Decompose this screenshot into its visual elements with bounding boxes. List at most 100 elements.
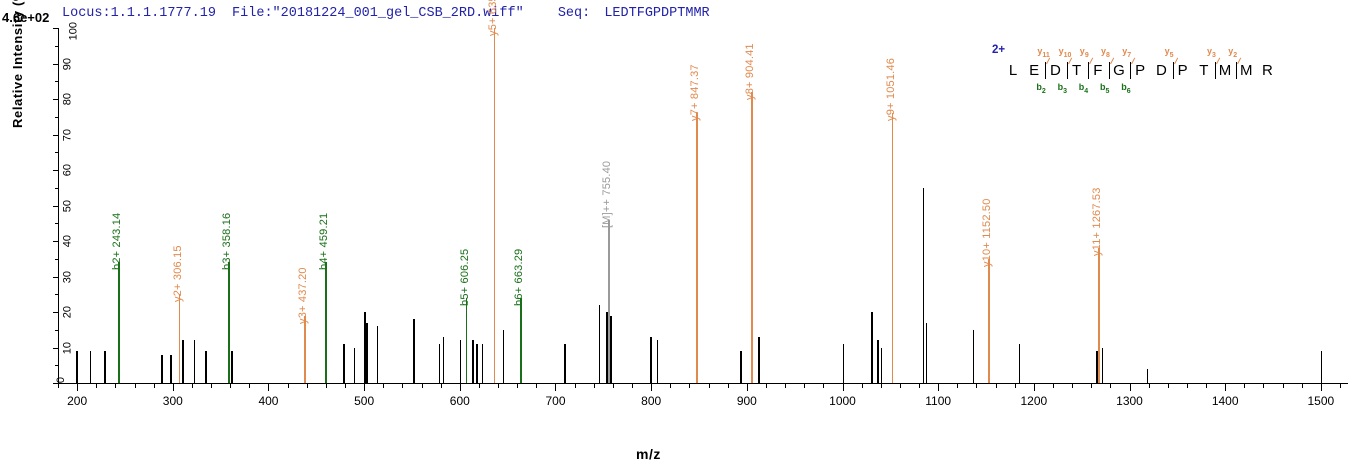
spectrum-peak <box>459 340 462 383</box>
x-axis-minor-tick <box>976 384 978 388</box>
x-axis-tick-label: 500 <box>354 394 375 408</box>
spectrum-peak <box>606 312 608 383</box>
peak-label: b4+ 459.21 <box>318 212 331 271</box>
x-axis-tick-label: 1500 <box>1307 394 1335 408</box>
x-axis-tick-label: 1100 <box>925 394 952 408</box>
x-axis-minor-tick <box>498 384 500 388</box>
x-axis-tick-label: 800 <box>641 394 662 408</box>
x-axis-tick-label: 200 <box>67 394 88 408</box>
x-axis-tick <box>77 384 79 391</box>
y-axis-tick <box>53 347 58 349</box>
spectrum-peak <box>476 343 478 383</box>
y-axis-tick-label: 80 <box>61 93 74 106</box>
sequence-residue: L <box>1008 62 1018 79</box>
y-axis-tick <box>53 28 58 29</box>
spectrum-peak <box>353 347 356 383</box>
y-ion-label: y3 <box>1207 46 1216 59</box>
x-axis-tick-label: 900 <box>736 394 757 408</box>
y-axis-minor-tick <box>55 116 58 118</box>
spectrum-plot-area: 0 10 20 30 40 50 60 70 80 90 100 200 300 400 500 600 700… <box>53 0 1348 413</box>
x-axis-minor-tick <box>230 384 232 388</box>
x-axis-minor-tick <box>1072 384 1074 388</box>
x-axis-minor-tick <box>1244 384 1246 388</box>
x-axis-minor-tick <box>957 384 959 388</box>
spectrum-peak <box>1018 343 1021 383</box>
sequence-residue: G <box>1113 62 1125 79</box>
x-axis-minor-tick <box>478 384 480 388</box>
x-axis-minor-tick <box>1148 384 1150 388</box>
y-axis-tick-label: 20 <box>61 306 74 319</box>
x-axis-minor-tick <box>765 384 767 388</box>
spectrum-peak <box>656 340 659 383</box>
y-axis-tick <box>53 170 58 171</box>
spectrum-peak <box>472 340 474 383</box>
annotated-peak <box>988 258 990 383</box>
x-axis-minor-tick <box>287 384 289 388</box>
spectrum-peak <box>564 343 566 383</box>
y-ion-label: y8 <box>1101 46 1110 59</box>
x-axis-minor-tick <box>153 384 155 388</box>
cleavage-bar <box>1236 62 1238 79</box>
annotated-peak <box>325 262 327 383</box>
spectrum-peak <box>89 351 92 383</box>
cleavage-bar <box>1066 62 1068 79</box>
x-axis-tick-label: 300 <box>162 394 183 408</box>
spectrum-peak <box>650 336 652 383</box>
x-axis-minor-tick <box>115 384 117 388</box>
annotated-peak <box>696 113 699 383</box>
sequence-residue: P <box>1177 62 1188 79</box>
x-axis-minor-tick <box>708 384 710 388</box>
annotated-peak <box>304 315 306 383</box>
y-axis-tick <box>53 99 58 100</box>
y-ion-label: y9 <box>1079 46 1089 59</box>
spectrum-peak <box>442 336 445 383</box>
spectrum-peak <box>842 343 845 383</box>
spectrum-peak <box>481 343 484 383</box>
x-axis-minor-tick <box>58 384 59 388</box>
x-axis-tick <box>938 384 940 391</box>
x-axis-minor-tick <box>593 384 595 388</box>
x-axis-minor-tick <box>325 384 327 388</box>
x-axis-tick <box>651 384 653 391</box>
y-axis-tick-label: 40 <box>61 235 74 248</box>
x-axis-tick-label: 400 <box>258 394 279 408</box>
peak-label: y9+ 1051.46 <box>884 58 897 122</box>
seq-keyword: Seq: <box>557 6 591 21</box>
spectrum-peak <box>231 351 233 383</box>
x-axis-tick-label: 600 <box>449 394 470 408</box>
x-axis-minor-tick <box>306 384 308 388</box>
x-axis-minor-tick <box>1282 384 1284 388</box>
x-axis-minor-tick <box>995 384 997 388</box>
annotated-peak <box>228 262 231 383</box>
y-ion-label: y2 <box>1228 46 1238 59</box>
x-axis-minor-tick <box>574 384 576 388</box>
x-axis-minor-tick <box>899 384 901 388</box>
x-axis-minor-tick <box>517 384 519 388</box>
y-axis-tick-label: 100 <box>67 22 80 41</box>
peak-label: b5+ 606.25 <box>458 248 471 306</box>
y-ion-label: y10 <box>1058 46 1072 59</box>
y-axis-minor-tick <box>55 45 58 47</box>
y-axis-minor-tick <box>55 187 58 189</box>
x-axis-minor-tick <box>1206 384 1208 388</box>
x-axis-minor-tick <box>632 384 634 388</box>
y-axis-tick-label: 0 <box>55 377 68 384</box>
x-axis-line <box>58 383 1348 384</box>
y-ion-label: y11 <box>1037 46 1050 59</box>
spectrum-peak <box>1096 351 1098 383</box>
y-axis-tick <box>53 276 58 278</box>
x-axis-minor-tick <box>612 384 614 388</box>
peak-label: y3+ 437.20 <box>297 266 310 324</box>
spectrum-peak <box>1146 368 1149 383</box>
y-axis-minor-tick <box>55 223 58 225</box>
y-axis-title: Relative Intensity (%) <box>10 0 25 128</box>
y-axis-minor-tick <box>55 365 58 367</box>
sequence-residue: R <box>1261 62 1273 79</box>
x-axis-tick <box>746 384 748 391</box>
y-ion-label: y7 <box>1122 46 1132 59</box>
y-axis-tick-label: 30 <box>61 270 74 283</box>
x-axis-minor-tick <box>823 384 825 388</box>
spectrum-peak <box>1101 347 1104 383</box>
spectrum-peak <box>193 340 196 383</box>
x-axis-tick-label: 1000 <box>829 394 856 408</box>
